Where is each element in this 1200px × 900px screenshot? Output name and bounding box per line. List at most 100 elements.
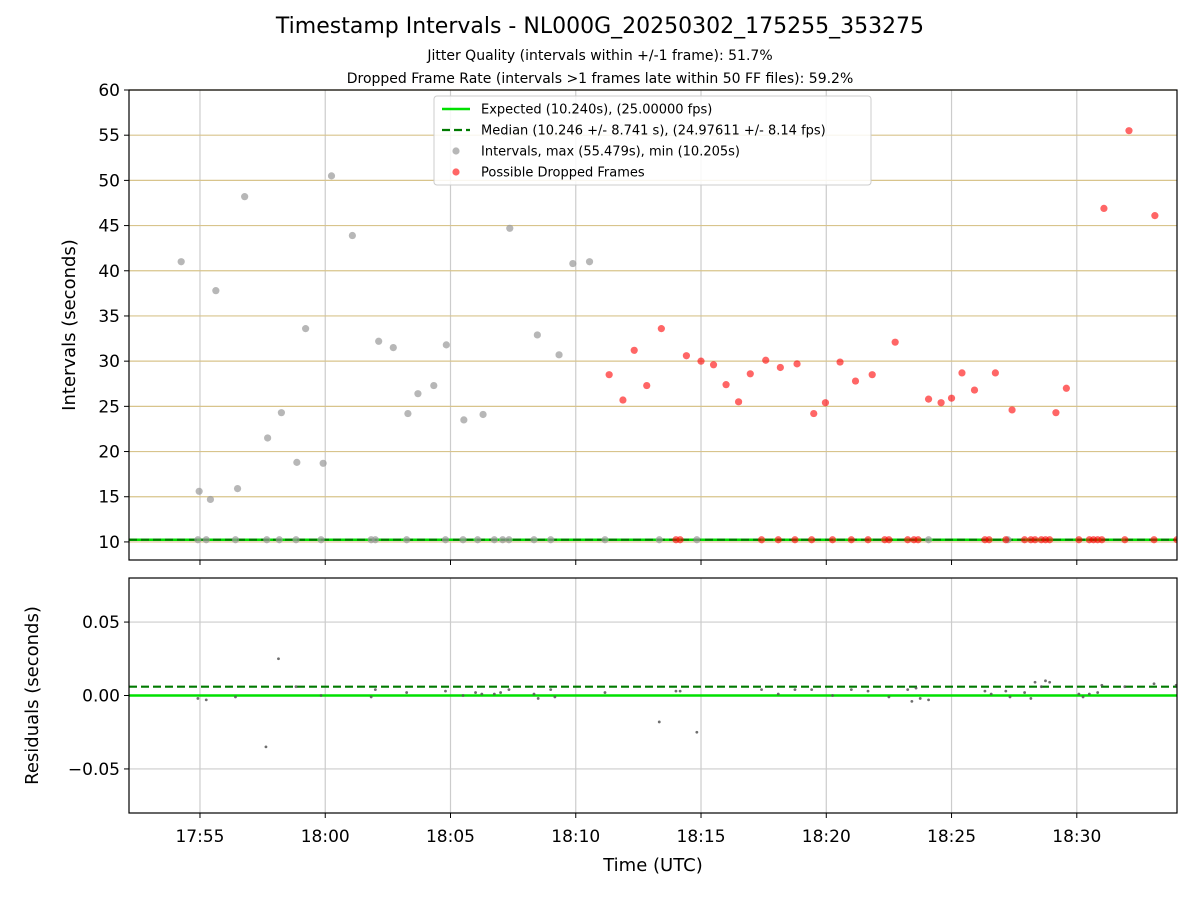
residuals-point-s0-38 — [927, 698, 930, 702]
x-tick-label-7: 18:30 — [1052, 827, 1101, 847]
intervals-point-s0-22 — [533, 331, 541, 339]
residuals-point-s0-20 — [553, 695, 557, 699]
residuals-point-s0-39 — [983, 689, 987, 693]
residuals-ytick-label-1: 0.00 — [82, 687, 120, 707]
intervals-point-s1-43 — [904, 536, 912, 544]
intervals-point-s0-0 — [177, 258, 185, 266]
x-tick-label-4: 18:15 — [677, 827, 726, 847]
residuals-point-s0-8 — [373, 688, 377, 692]
residuals-point-s0-31 — [849, 688, 853, 692]
intervals-point-s0-10 — [319, 459, 327, 467]
residuals-point-s0-9 — [405, 691, 409, 694]
residuals-point-s0-26 — [760, 688, 763, 692]
intervals-point-s1-29 — [1100, 204, 1108, 213]
intervals-point-s0-36 — [441, 536, 450, 544]
intervals-frame — [128, 89, 1178, 561]
residuals-ytick-label-2: −0.05 — [68, 760, 120, 780]
legend-swatch-series-1 — [452, 168, 460, 176]
intervals-point-s0-11 — [327, 172, 336, 180]
intervals-ytick-label-6: 40 — [98, 262, 120, 282]
intervals-ytick-label-8: 50 — [98, 171, 120, 191]
intervals-point-s1-30 — [1125, 127, 1133, 135]
intervals-point-s1-18 — [868, 371, 876, 379]
intervals-point-s1-27 — [1052, 409, 1060, 417]
residuals-point-s0-6 — [319, 694, 323, 697]
intervals-point-s0-44 — [601, 536, 609, 544]
intervals-point-s0-38 — [474, 536, 482, 544]
intervals-point-s1-20 — [924, 395, 933, 403]
residuals-point-s0-19 — [549, 688, 553, 692]
intervals-point-s0-34 — [371, 536, 379, 544]
intervals-point-s1-11 — [762, 356, 770, 364]
intervals-point-s0-32 — [317, 536, 325, 544]
intervals-point-s0-12 — [348, 231, 356, 240]
intervals-point-s0-46 — [693, 536, 701, 544]
intervals-point-s0-40 — [499, 536, 507, 544]
legend-entry-2: Intervals, max (55.479s), min (10.205s) — [481, 145, 740, 160]
intervals-point-s0-1 — [195, 487, 203, 495]
intervals-point-s0-20 — [479, 410, 487, 419]
intervals-point-s0-7 — [277, 409, 285, 417]
intervals-point-s0-41 — [505, 536, 513, 544]
intervals-point-s0-39 — [490, 536, 498, 544]
intervals-point-s1-62 — [1173, 536, 1177, 544]
intervals-point-s1-2 — [630, 346, 638, 354]
residuals-point-s0-33 — [887, 695, 891, 699]
intervals-point-s0-21 — [506, 224, 514, 232]
residuals-point-s0-27 — [776, 692, 780, 696]
residuals-point-s0-24 — [678, 689, 682, 693]
residuals-point-s0-46 — [1039, 685, 1043, 689]
intervals-point-s1-55 — [1075, 536, 1083, 544]
intervals-point-s1-42 — [885, 536, 893, 544]
residuals-panel: 0.05 0.00 −0.05 17:55 18:00 18:05 18:10 18:15 18… — [22, 577, 1178, 847]
residuals-point-s0-52 — [1096, 691, 1100, 694]
intervals-point-s1-48 — [1002, 536, 1010, 544]
intervals-point-s1-26 — [1008, 406, 1016, 414]
chart-subtitle-dropped: Dropped Frame Rate (intervals >1 frames … — [346, 71, 854, 87]
residuals-point-s0-11 — [461, 694, 465, 697]
intervals-point-s1-33 — [676, 536, 684, 544]
intervals-point-s0-47 — [924, 536, 933, 544]
residuals-point-s0-18 — [536, 697, 540, 700]
residuals-point-s0-2 — [234, 695, 237, 699]
legend: Expected (10.240s), (25.00000 fps) Median… — [433, 95, 872, 186]
x-tick-label-0: 17:55 — [175, 827, 224, 847]
intervals-point-s1-19 — [891, 338, 899, 346]
intervals-point-s1-39 — [847, 536, 855, 544]
x-tick-label-2: 18:05 — [426, 827, 475, 847]
intervals-point-s0-9 — [302, 325, 310, 333]
intervals-points — [177, 127, 1177, 544]
intervals-ylabel: Intervals (seconds) — [59, 239, 80, 411]
residuals-point-s0-7 — [369, 695, 373, 699]
residuals-point-s0-5 — [294, 685, 298, 689]
intervals-point-s1-0 — [605, 371, 613, 379]
intervals-point-s0-23 — [555, 351, 563, 359]
residuals-point-s0-30 — [831, 694, 834, 697]
residuals-point-s0-21 — [603, 691, 607, 694]
intervals-ytick-label-5: 35 — [98, 307, 120, 327]
intervals-point-s1-28 — [1062, 384, 1070, 392]
intervals-point-s1-40 — [864, 536, 872, 544]
residuals-point-s0-51 — [1087, 692, 1091, 696]
intervals-point-s1-4 — [657, 325, 665, 333]
intervals-point-s0-31 — [292, 536, 300, 544]
residuals-point-s0-22 — [657, 720, 661, 724]
intervals-ytick-label-3: 25 — [98, 397, 120, 417]
intervals-point-s1-7 — [709, 361, 718, 369]
intervals-point-s0-3 — [212, 287, 220, 295]
intervals-point-s1-59 — [1098, 536, 1106, 544]
intervals-point-s0-26 — [194, 536, 202, 544]
residuals-point-s0-25 — [695, 730, 699, 734]
residuals-point-s0-4 — [277, 657, 280, 661]
intervals-point-s0-19 — [460, 416, 468, 424]
intervals-point-s1-45 — [914, 536, 922, 544]
residuals-ytick-label-0: 0.05 — [82, 613, 120, 633]
intervals-point-s0-25 — [585, 258, 594, 266]
intervals-point-s1-47 — [985, 536, 993, 544]
intervals-point-s1-35 — [774, 536, 782, 544]
residuals-point-s0-15 — [499, 691, 503, 694]
x-tick-label-6: 18:25 — [927, 827, 976, 847]
residuals-ylabel: Residuals (seconds) — [22, 606, 43, 785]
residuals-point-s0-34 — [906, 688, 910, 692]
legend-entry-0: Expected (10.240s), (25.00000 fps) — [481, 103, 712, 118]
